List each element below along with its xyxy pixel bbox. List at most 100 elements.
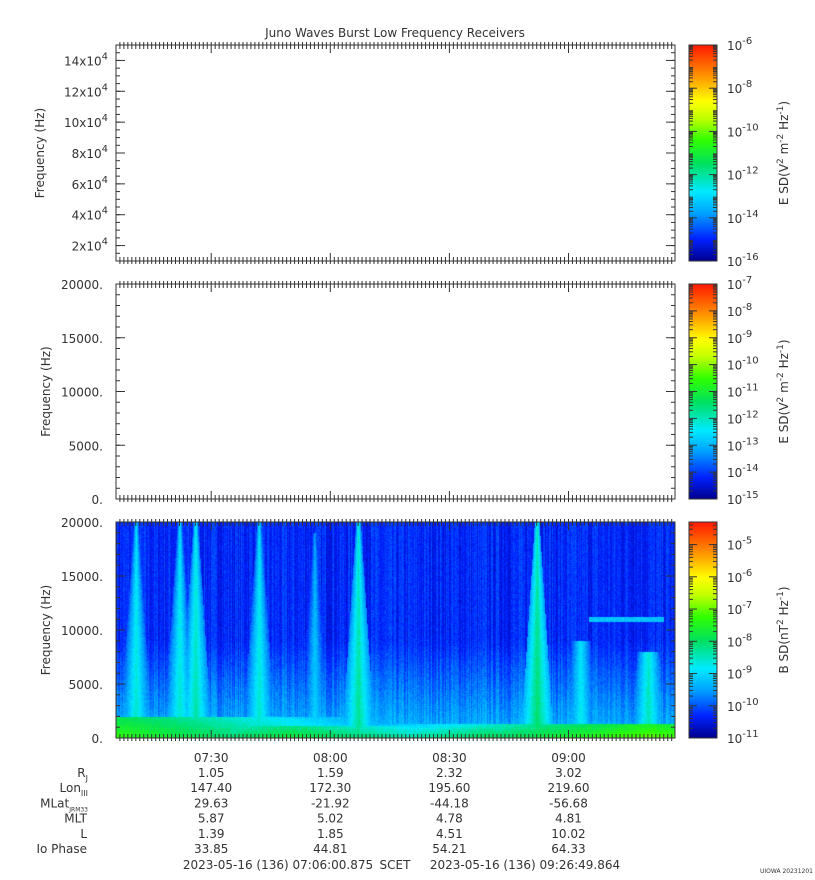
- spectrogram-image: [116, 522, 675, 738]
- y-axis-title: Frequency (Hz): [39, 346, 53, 437]
- colorbar-tick-label: 10-11: [727, 729, 759, 746]
- colorbar-tick-exponent: -9: [742, 665, 752, 676]
- colorbar-label-part: m: [777, 143, 791, 159]
- colorbar-tick-base: 10: [727, 700, 742, 714]
- plot-area: [116, 284, 675, 499]
- colorbar-tick-base: 10: [727, 439, 742, 453]
- y-tick-label: 10000.: [61, 386, 103, 400]
- colorbar-label-part: E SD(V: [777, 402, 791, 444]
- ephemeris-value: 1.05: [198, 766, 225, 780]
- y-tick-label: 6x104: [72, 175, 108, 192]
- ephemeris-value: 1.39: [198, 827, 225, 841]
- colorbar-label-part: m: [777, 381, 791, 397]
- colorbar-label-exponent: 2: [776, 158, 786, 164]
- y-tick-exponent: 4: [102, 82, 108, 93]
- colorbar-tick-label: 10-10: [727, 697, 759, 714]
- colorbar-tick-exponent: -11: [742, 383, 758, 394]
- y-tick-label: 14x104: [64, 51, 108, 68]
- colorbar-tick-base: 10: [727, 412, 742, 426]
- colorbar-tick-base: 10: [727, 82, 742, 96]
- x-tick-labels: 07:30 08:00 08:30 09:00: [194, 751, 586, 765]
- ephemeris-label: MLT: [64, 812, 87, 826]
- footer-credit: UIOWA 20231201: [760, 868, 813, 875]
- y-tick-exponent: 4: [102, 237, 108, 248]
- ephemeris-value: -21.92: [311, 796, 350, 810]
- colorbar-tick-label: 10-8: [727, 302, 752, 319]
- y-tick-mantissa: 10x10: [64, 116, 102, 130]
- ephemeris-value: 10.02: [551, 827, 585, 841]
- colorbar-label-exponent: -2: [776, 134, 786, 143]
- ephemeris-row: LonIII 147.40 172.30 195.60 219.60: [60, 781, 590, 798]
- y-tick-label: 0.: [92, 493, 103, 507]
- colorbar-label: E SD(V2 m-2 Hz-1): [776, 339, 791, 443]
- panel-middle: 0. 5000. 10000. 15000. 20000. Frequency (Hz) 1…: [39, 275, 791, 507]
- colorbar-tick-label: 10-8: [727, 632, 752, 649]
- colorbar-label-exponent: 2: [776, 397, 786, 403]
- colorbar-tick-exponent: -12: [742, 166, 758, 177]
- ephemeris-label-subscript: JRM33: [68, 806, 88, 813]
- y-tick-mantissa: 14x10: [64, 54, 102, 68]
- y-tick-mantissa: 2x10: [72, 240, 102, 254]
- y-tick-label: 0.: [92, 732, 103, 746]
- ephemeris-label: Io Phase: [36, 842, 87, 856]
- colorbar-tick-exponent: -14: [742, 463, 758, 474]
- ephemeris-value: 54.21: [432, 842, 466, 856]
- y-tick-exponent: 4: [102, 175, 108, 186]
- ephemeris-value: 219.60: [547, 781, 589, 795]
- colorbar-tick-base: 10: [727, 255, 742, 269]
- colorbar-tick-base: 10: [727, 493, 742, 507]
- ephemeris-row: RJ 1.05 1.59 2.32 3.02: [77, 766, 582, 783]
- colorbar-tick-base: 10: [727, 169, 742, 183]
- colorbar-tick-exponent: -8: [742, 302, 752, 313]
- colorbar-tick-label: 10-12: [727, 166, 759, 183]
- colorbar-tick-exponent: -8: [742, 79, 752, 90]
- y-axis-title: Frequency (Hz): [39, 585, 53, 676]
- ephemeris-label: L: [80, 827, 87, 841]
- ephemeris-value: -56.68: [549, 796, 588, 810]
- colorbar-label-part: Hz: [777, 353, 791, 372]
- panel-bottom: 0. 5000. 10000. 15000. 20000. Frequency (Hz) 1…: [39, 516, 791, 746]
- colorbar-tick-base: 10: [727, 668, 742, 682]
- colorbar-tick-base: 10: [727, 332, 742, 346]
- colorbar-label: E SD(V2 m-2 Hz-1): [776, 101, 791, 205]
- panel-top: 2x1044x1046x1048x10410x10412x10414x104Fr…: [33, 36, 791, 269]
- y-tick-label: 5000.: [69, 439, 103, 453]
- colorbar-label: B SD(nT2 Hz-1): [776, 586, 791, 673]
- colorbar-tick-exponent: -6: [742, 36, 752, 47]
- y-tick-label: 2x104: [72, 237, 108, 254]
- colorbar: 10-710-810-910-1010-1110-1210-1310-1410-…: [688, 275, 791, 507]
- colorbar-label-part: Hz: [777, 115, 791, 134]
- ephemeris-value: 33.85: [194, 842, 228, 856]
- x-tick-label: 08:00: [313, 751, 348, 765]
- ephemeris-row: MLT 5.87 5.02 4.78 4.81: [64, 812, 582, 826]
- colorbar-label-exponent: 2: [776, 619, 786, 625]
- ephemeris-value: 3.02: [555, 766, 582, 780]
- colorbar-tick-exponent: -10: [742, 122, 758, 133]
- colorbar-tick-base: 10: [727, 39, 742, 53]
- ephemeris-label-main: L: [80, 827, 87, 841]
- y-tick-mantissa: 12x10: [64, 85, 102, 99]
- colorbar-tick-base: 10: [727, 125, 742, 139]
- colorbar-tick-label: 10-6: [727, 568, 752, 585]
- colorbar-tick-base: 10: [727, 635, 742, 649]
- ephemeris-label-main: Io Phase: [36, 842, 87, 856]
- colorbar-tick-exponent: -12: [742, 409, 758, 420]
- colorbar-tick-label: 10-10: [727, 356, 759, 373]
- colorbar-label-part: ): [777, 101, 791, 106]
- footer-scet: SCET: [380, 858, 412, 872]
- colorbar-tick-label: 10-8: [727, 79, 752, 96]
- colorbar-tick-base: 10: [727, 571, 742, 585]
- colorbar-tick-label: 10-15: [727, 490, 759, 507]
- y-tick-mantissa: 8x10: [72, 147, 102, 161]
- ephemeris-value: -44.18: [430, 796, 469, 810]
- footer-end: 2023-05-16 (136) 09:26:49.864: [430, 858, 620, 872]
- colorbar-tick-exponent: -10: [742, 697, 758, 708]
- colorbar-tick-exponent: -16: [742, 252, 758, 263]
- y-tick-label: 10x104: [64, 113, 108, 130]
- y-tick-label: 5000.: [69, 678, 103, 692]
- ephemeris-row: Io Phase 33.85 44.81 54.21 64.33: [36, 842, 585, 856]
- y-tick-label: 15000.: [61, 332, 103, 346]
- colorbar-tick-exponent: -9: [742, 329, 752, 340]
